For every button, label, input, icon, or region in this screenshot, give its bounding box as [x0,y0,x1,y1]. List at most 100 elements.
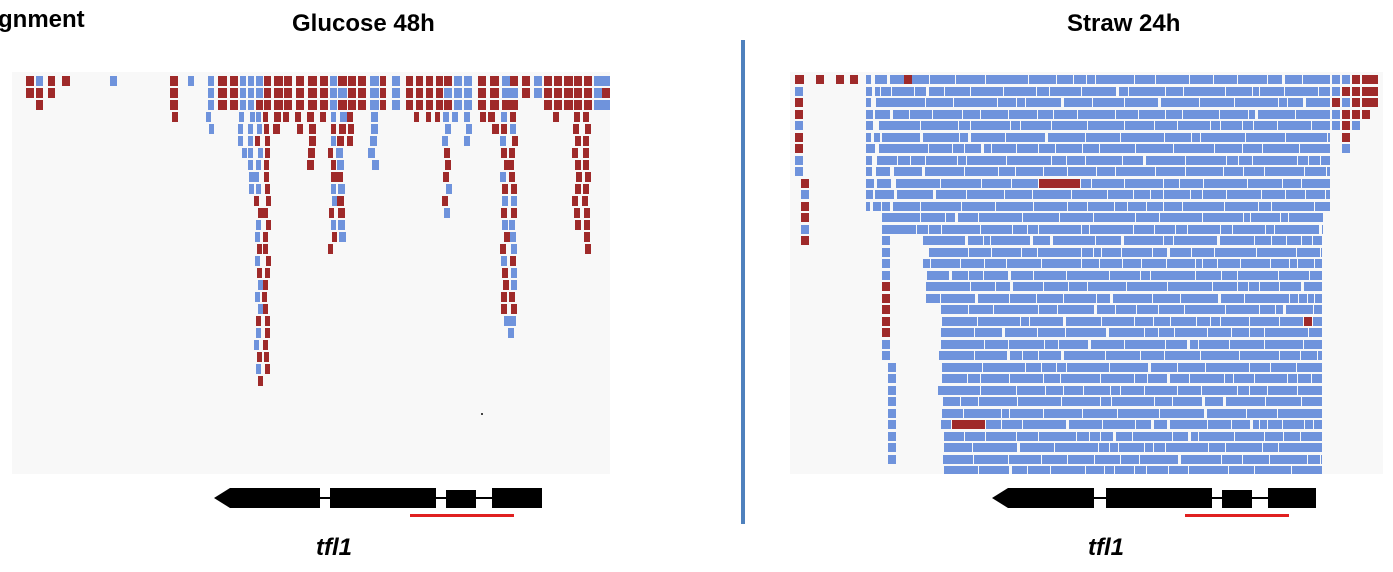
gene-name-left: tfl1 [316,534,352,561]
read-block [971,121,1010,130]
read-block [446,184,452,194]
read-block [1255,374,1287,383]
read-block [1201,133,1245,142]
read-block [874,133,880,142]
read-block [1280,317,1303,326]
read-block [1134,225,1154,234]
read-block [250,112,255,122]
read-block [985,259,1006,268]
read-block [1181,294,1218,303]
read-block [266,220,271,230]
read-block [262,292,267,302]
read-block [1243,121,1253,130]
read-block [986,432,1016,441]
read-block [960,133,968,142]
read-block [795,121,803,130]
read-block [1230,340,1264,349]
read-block [1145,443,1153,452]
read-block [1128,202,1146,211]
read-block [338,76,347,86]
read-block [1145,328,1158,337]
read-block [297,124,303,134]
read-block [583,148,589,158]
read-block [1286,190,1305,199]
read-block [426,100,433,110]
read-block [1313,236,1322,245]
read-block [1205,397,1223,406]
read-block [284,100,292,110]
read-block [1265,167,1304,176]
read-block [875,190,882,199]
read-block [1207,409,1246,418]
read-block [1278,409,1322,418]
read-block [1190,75,1213,84]
read-block [1312,121,1330,130]
read-block [892,87,914,96]
read-block [508,160,514,170]
read-block [575,160,581,170]
read-block [1225,374,1233,383]
read-block [510,88,518,98]
read-block [584,100,592,110]
read-block [876,98,886,107]
read-block [1175,328,1207,337]
read-block [961,397,978,406]
read-block [1060,213,1093,222]
read-block [888,420,896,429]
read-block [284,76,292,86]
read-block [1301,432,1322,441]
read-block [1011,271,1033,280]
exon-arrow [992,488,1094,508]
read-block [964,409,1001,418]
read-block [371,124,378,134]
read-block [1153,294,1180,303]
read-block [943,397,960,406]
read-block [502,100,510,110]
read-block [795,156,803,165]
read-block [1260,420,1267,429]
read-block [882,202,890,211]
read-block [444,100,452,110]
read-block [273,124,280,134]
read-block [1164,202,1182,211]
read-block [336,148,343,158]
read-block [464,88,472,98]
read-block [936,190,966,199]
read-block [1039,144,1055,153]
read-block [575,136,581,146]
read-block [1352,121,1360,130]
read-block [943,455,973,464]
read-block [511,244,517,254]
read-block [929,144,952,153]
read-block [1095,455,1120,464]
read-block [1009,340,1044,349]
read-block [338,184,345,194]
read-block [1082,248,1093,257]
read-block [1055,443,1098,452]
read-block [1184,87,1225,96]
read-block [978,317,1020,326]
read-block [882,340,890,349]
read-block [1056,144,1082,153]
read-block [801,213,809,222]
read-block [941,305,968,314]
exon-block [492,488,542,508]
read-block [982,179,1011,188]
read-block [230,76,238,86]
read-block [435,112,440,122]
read-block [264,100,271,110]
read-block [1326,190,1330,199]
read-block [1226,443,1262,452]
read-block [544,88,552,98]
read-block [249,172,254,182]
read-block [371,112,378,122]
read-block [265,148,270,158]
read-block [1290,259,1297,268]
read-block [1342,87,1350,96]
read-block [263,232,268,242]
read-block [879,121,920,130]
read-block [981,386,1016,395]
read-block [585,172,591,182]
read-block [584,88,592,98]
read-block [1214,75,1237,84]
